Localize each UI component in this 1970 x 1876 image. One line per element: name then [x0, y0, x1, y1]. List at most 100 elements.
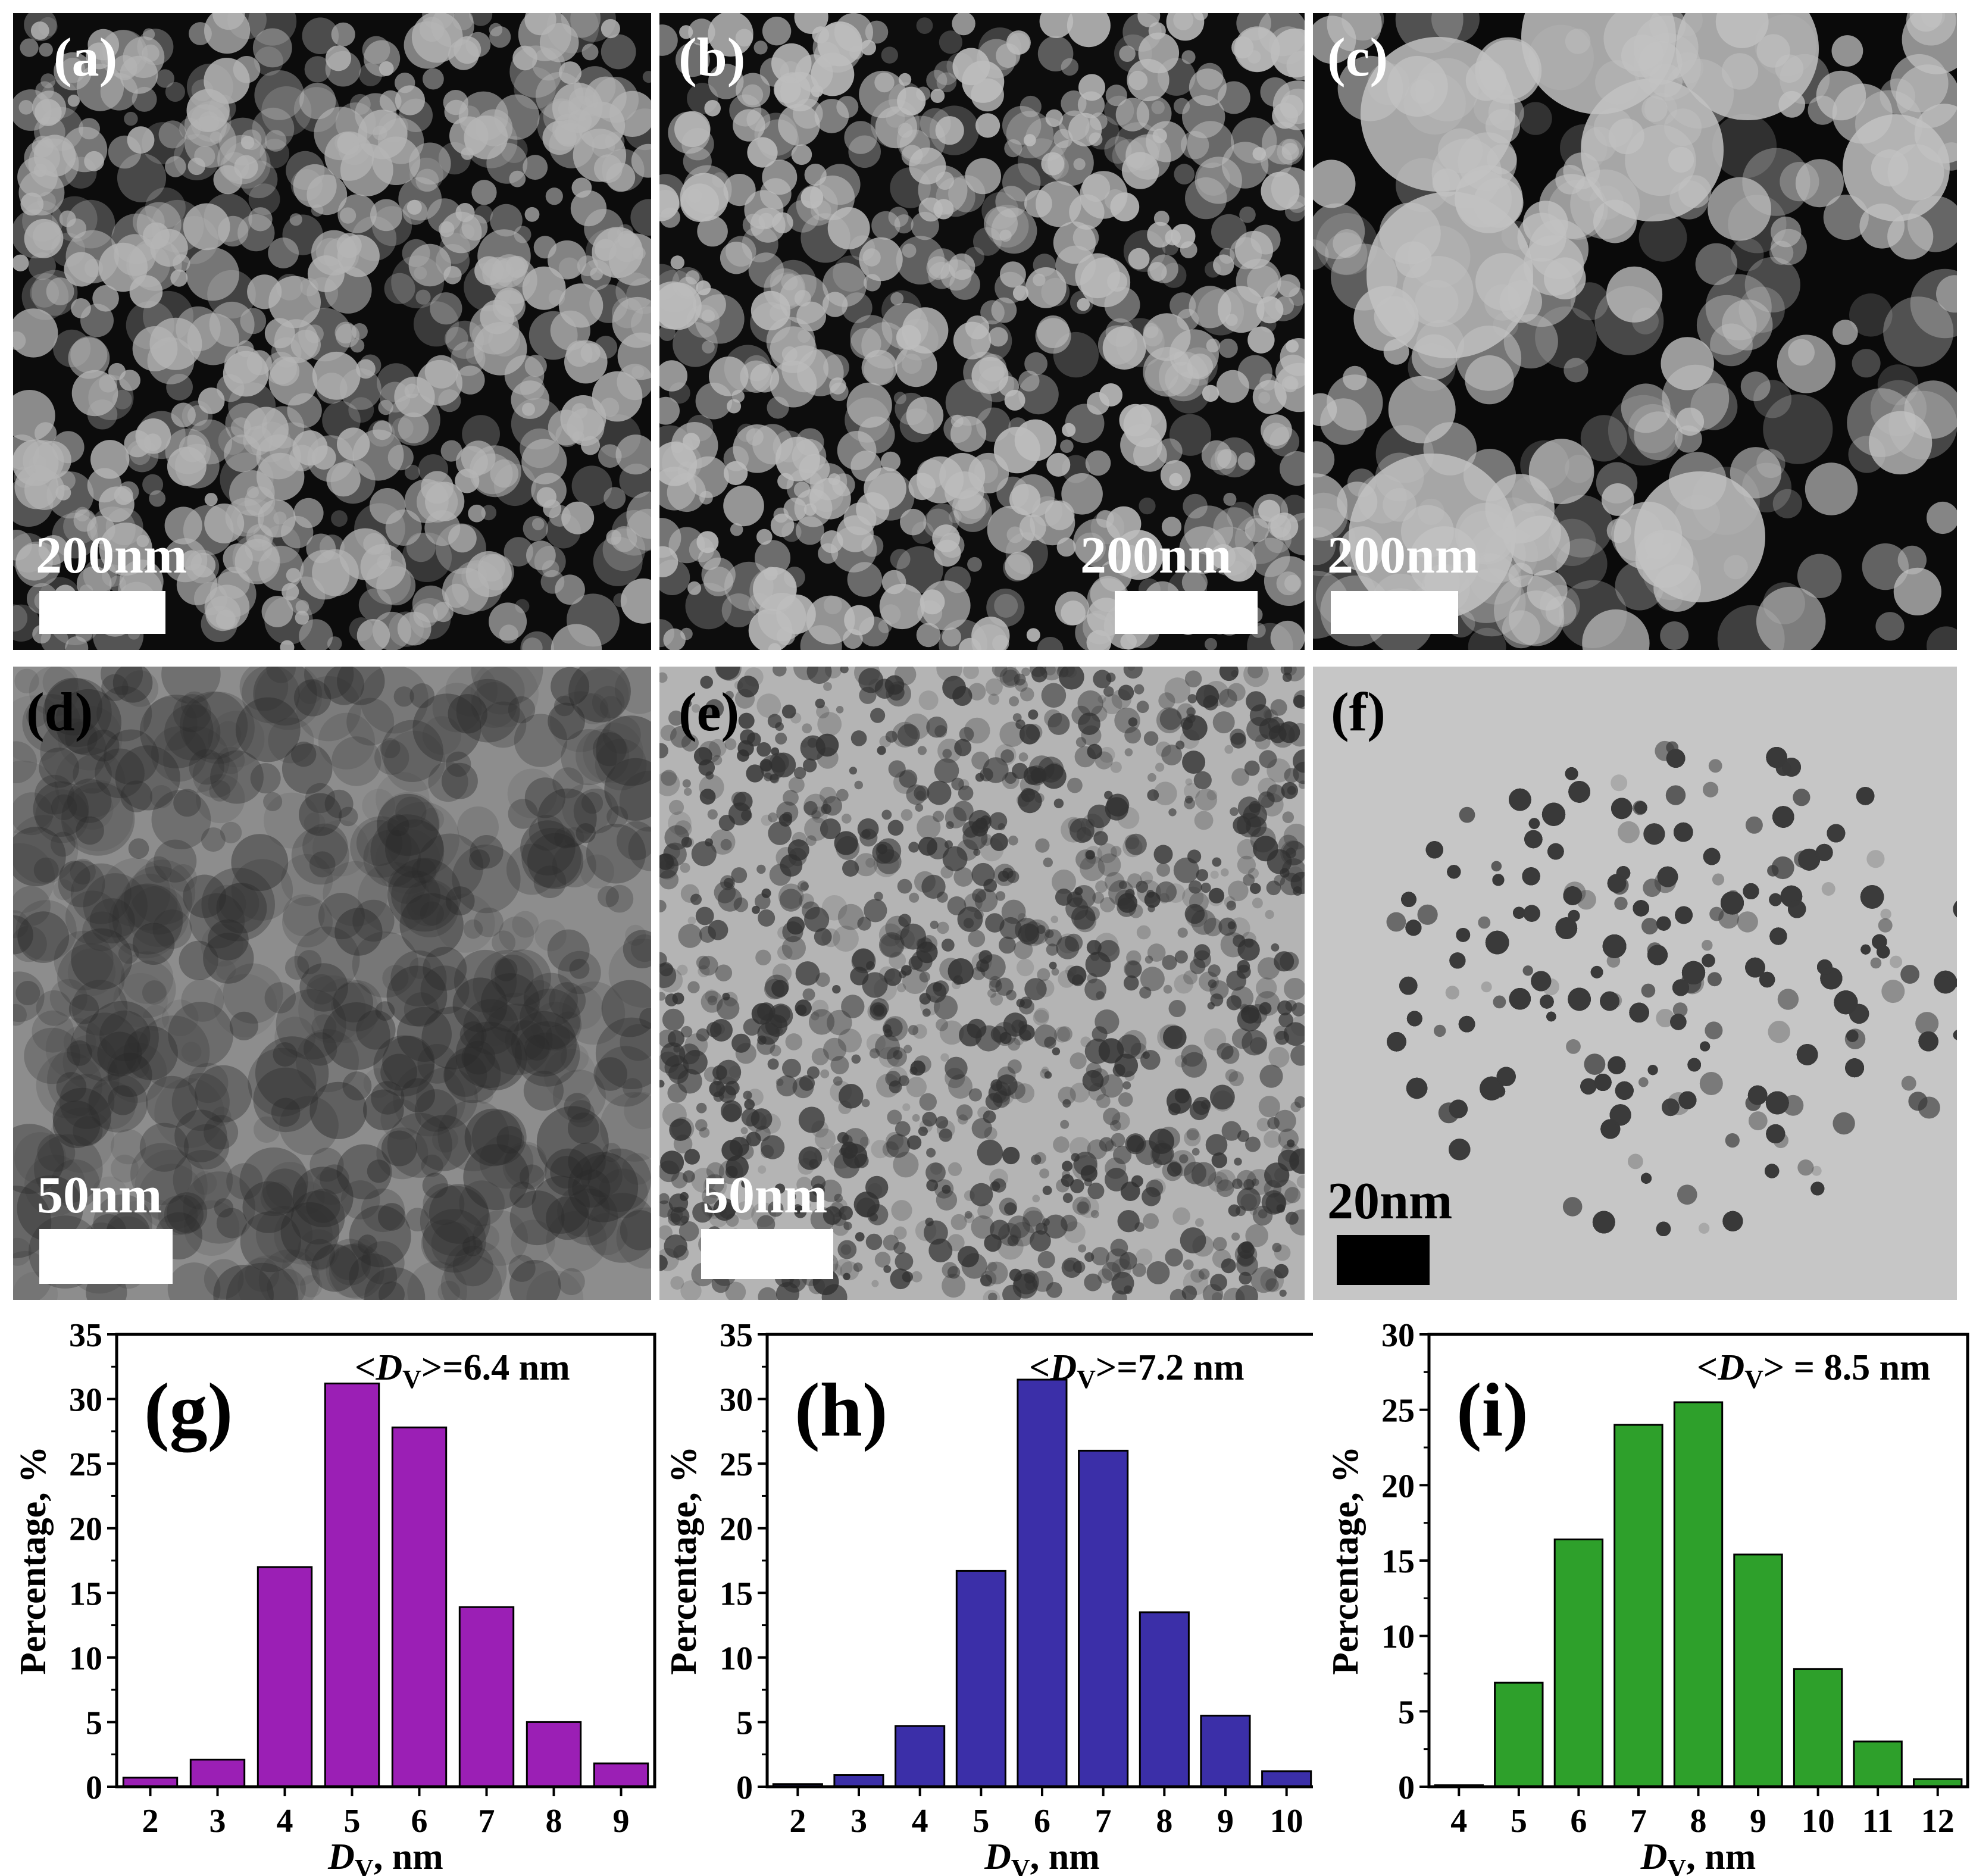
bar-6 [391, 1426, 448, 1788]
bar-5 [955, 1569, 1006, 1788]
y-tick-label: 25 [720, 1446, 753, 1483]
scale-bar-b [1115, 591, 1258, 634]
x-tick-label: 7 [1630, 1803, 1647, 1840]
x-tick-label: 8 [1690, 1803, 1707, 1840]
x-axis-label: DV, nm [984, 1837, 1100, 1876]
x-tick-label: 10 [1270, 1803, 1303, 1840]
y-tick-label: 25 [1381, 1393, 1415, 1430]
micrograph-b [659, 13, 1305, 650]
y-tick-label: 30 [720, 1382, 753, 1419]
panel-label-c: (c) [1327, 27, 1389, 87]
x-tick-label: 9 [1217, 1803, 1234, 1840]
micrograph-texture [1313, 667, 1957, 1300]
x-tick-label: 7 [1095, 1803, 1112, 1840]
y-tick-label: 0 [736, 1769, 753, 1806]
x-tick-label: 3 [850, 1803, 867, 1840]
x-tick-label: 9 [1750, 1803, 1766, 1840]
x-tick-label: 8 [546, 1803, 562, 1840]
panel-label: (h) [795, 1368, 887, 1452]
panel-label-a: (a) [54, 27, 118, 87]
scale-text-a: 200nm [36, 527, 187, 584]
histogram-g: 0 5 10 15 20 25 30 35 2 3 4 5 6 7 8 9 DV, nm Percentage, … [13, 1317, 656, 1876]
bar-7 [1613, 1424, 1663, 1788]
scale-bar-c [1331, 591, 1458, 634]
scale-text-f: 20nm [1327, 1172, 1453, 1230]
scale-text-d: 50nm [37, 1167, 162, 1224]
scale-text-e: 50nm [702, 1167, 828, 1224]
bar-5 [324, 1383, 380, 1788]
panel-label-f: (f) [1331, 681, 1386, 742]
x-tick-label: 5 [344, 1803, 361, 1840]
y-tick-label: 35 [69, 1317, 102, 1354]
micrograph-texture [13, 13, 651, 650]
x-tick-label: 11 [1862, 1803, 1894, 1840]
x-tick-label: 6 [1570, 1803, 1587, 1840]
x-tick-label: 12 [1921, 1803, 1955, 1840]
bar-9 [1733, 1553, 1783, 1788]
panel-label-b: (b) [678, 27, 746, 87]
y-axis-label: Percentage, % [664, 1446, 704, 1675]
bar-11 [1853, 1740, 1903, 1788]
micrograph-d [13, 667, 651, 1300]
x-tick-label: 10 [1802, 1803, 1835, 1840]
bar-10 [1793, 1668, 1843, 1788]
bar-6 [1553, 1539, 1604, 1788]
panel-label: (g) [144, 1368, 233, 1452]
scale-text-b: 200nm [1080, 527, 1232, 584]
mean-size-annotation: <DV>=7.2 nm [1029, 1347, 1244, 1394]
bar-3 [833, 1774, 884, 1788]
panel-label-e: (e) [678, 681, 740, 742]
histogram-i: 0 5 10 15 20 25 30 4 5 6 7 8 9 10 11 12 DV, nm Percentage… [1325, 1317, 1969, 1876]
y-tick-label: 10 [1381, 1619, 1415, 1656]
bar-9 [593, 1762, 649, 1788]
bar-7 [458, 1606, 515, 1788]
x-tick-label: 9 [613, 1803, 630, 1840]
y-tick-label: 20 [1381, 1468, 1415, 1505]
y-tick-label: 25 [69, 1446, 102, 1483]
mean-size-annotation: <DV> = 8.5 nm [1697, 1347, 1931, 1394]
y-tick-label: 35 [720, 1317, 753, 1354]
micrograph-f [1313, 667, 1957, 1300]
y-tick-label: 20 [69, 1511, 102, 1548]
micrograph-texture [13, 667, 651, 1300]
y-tick-label: 30 [1381, 1317, 1415, 1354]
y-tick-label: 0 [1398, 1769, 1415, 1806]
y-tick-label: 10 [720, 1640, 753, 1677]
scale-text-c: 200nm [1327, 527, 1479, 584]
micrograph-c [1313, 13, 1957, 650]
x-axis-label: DV, nm [1640, 1837, 1756, 1876]
y-tick-label: 20 [720, 1511, 753, 1548]
y-tick-label: 10 [69, 1640, 102, 1677]
y-tick-label: 30 [69, 1382, 102, 1419]
bar-9 [1200, 1715, 1251, 1788]
bar-4 [895, 1725, 946, 1788]
micrograph-texture [1313, 13, 1957, 650]
x-tick-label: 6 [411, 1803, 428, 1840]
bar-8 [526, 1721, 582, 1788]
y-tick-label: 0 [86, 1769, 102, 1806]
bar-8 [1673, 1401, 1724, 1788]
x-tick-label: 2 [142, 1803, 159, 1840]
x-tick-label: 2 [789, 1803, 806, 1840]
mean-size-annotation: <DV>=6.4 nm [355, 1347, 570, 1394]
micrograph-texture [659, 667, 1305, 1300]
scale-bar-d [39, 1229, 173, 1284]
scale-bar-a [39, 591, 165, 634]
x-axis-label: DV, nm [327, 1837, 443, 1876]
micrograph-texture [659, 13, 1305, 650]
x-tick-label: 4 [912, 1803, 928, 1840]
x-tick-label: 3 [209, 1803, 226, 1840]
x-tick-label: 4 [1450, 1803, 1467, 1840]
bar-6 [1017, 1378, 1068, 1788]
scale-bar-f [1337, 1235, 1430, 1285]
x-tick-label: 6 [1034, 1803, 1050, 1840]
x-tick-label: 5 [973, 1803, 989, 1840]
panel-label: (i) [1456, 1368, 1528, 1452]
x-tick-label: 8 [1156, 1803, 1172, 1840]
x-tick-label: 4 [277, 1803, 293, 1840]
y-axis-label: Percentage, % [1325, 1446, 1366, 1675]
y-tick-label: 15 [1381, 1543, 1415, 1580]
y-tick-label: 5 [86, 1705, 102, 1741]
histogram-h: 0 5 10 15 20 25 30 35 2 3 4 5 6 7 8 9 10 DV, nm Percentage… [664, 1317, 1313, 1876]
bar-3 [189, 1758, 246, 1788]
